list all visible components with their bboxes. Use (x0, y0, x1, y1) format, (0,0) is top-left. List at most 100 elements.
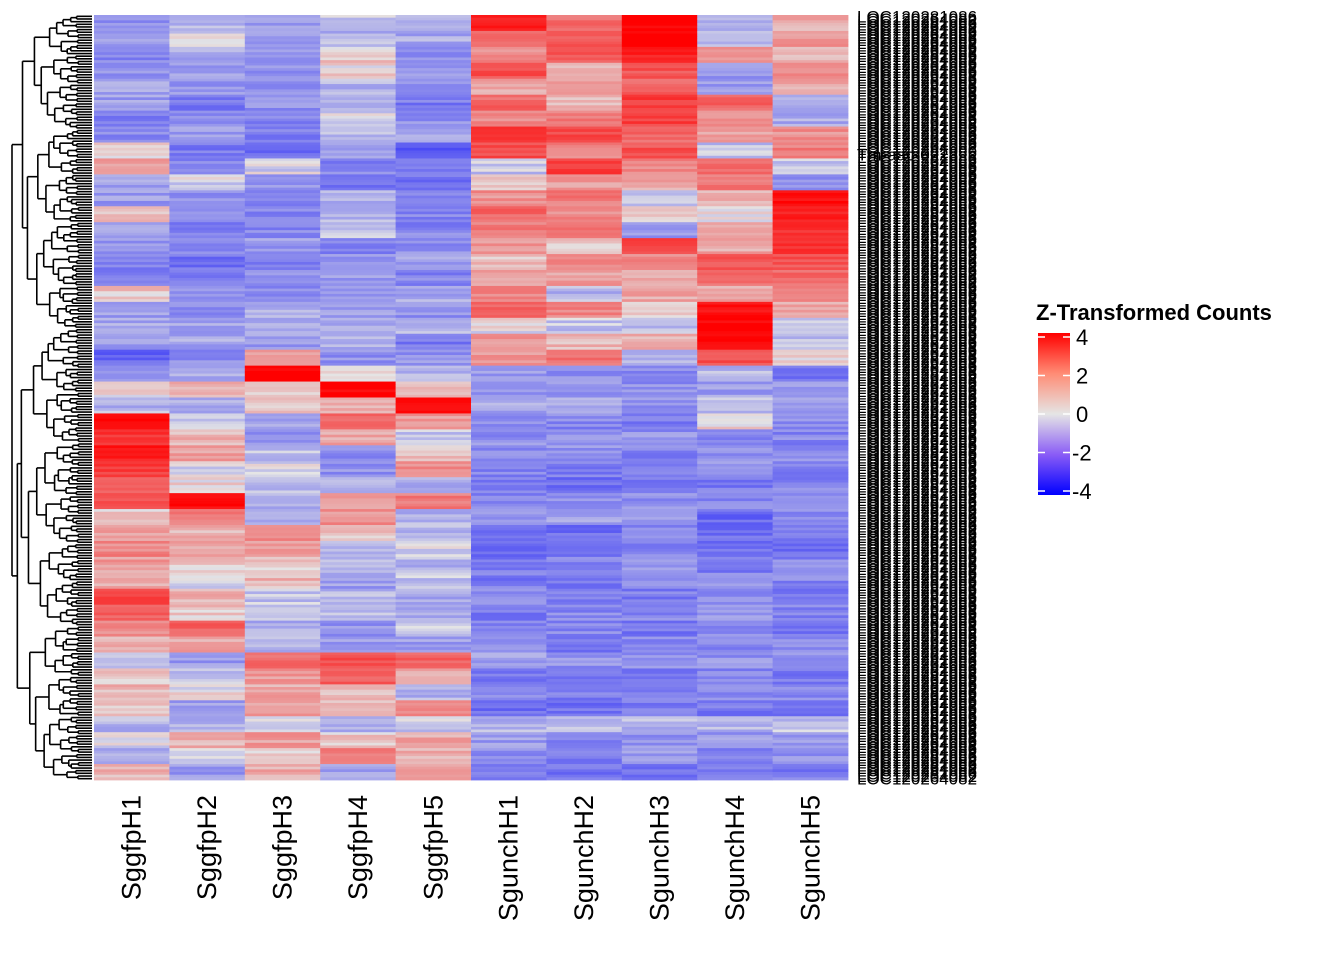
heatmap-cell (697, 689, 773, 693)
heatmap-cell (697, 280, 773, 284)
heatmap-cell (169, 272, 246, 276)
heatmap-cell (621, 270, 698, 274)
heatmap-cell (772, 620, 849, 624)
heatmap-cell (621, 756, 698, 760)
heatmap-cell (621, 543, 698, 547)
heatmap-cell (621, 625, 698, 629)
heatmap-cell (772, 495, 849, 499)
heatmap-cell (697, 777, 773, 781)
heatmap-cell (772, 532, 849, 537)
heatmap-cell (244, 440, 321, 444)
heatmap-cell (621, 599, 698, 603)
heatmap-cell (94, 633, 170, 637)
heatmap-cell (395, 570, 472, 574)
heatmap-cell (169, 52, 246, 56)
heatmap-cell (546, 705, 623, 709)
heatmap-cell (320, 684, 396, 688)
heatmap-cell (244, 36, 321, 40)
heatmap-cell (471, 200, 547, 204)
heatmap-cell (471, 527, 547, 531)
heatmap-cell (546, 453, 623, 457)
heatmap-cell (244, 434, 321, 438)
heatmap-cell (395, 397, 472, 401)
heatmap-cell (772, 700, 849, 704)
heatmap-cell (471, 347, 547, 351)
row-label: LOC120264082 (857, 568, 977, 587)
row-label: LOC120281086 (857, 565, 977, 584)
heatmap-cell (697, 33, 773, 37)
row-label: LOC120281086 (857, 15, 977, 34)
heatmap-cell (395, 76, 472, 80)
heatmap-cell (471, 336, 547, 340)
row-label: LOC120281086 (857, 764, 977, 783)
heatmap-cell (395, 92, 472, 96)
heatmap-cell (621, 580, 698, 584)
heatmap-cell (546, 702, 623, 707)
heatmap-cell (471, 424, 547, 428)
heatmap-cell (471, 211, 547, 215)
heatmap-cell (395, 461, 472, 465)
heatmap-cell (546, 317, 623, 321)
heatmap-cell (772, 583, 849, 587)
heatmap-cell (546, 769, 623, 773)
heatmap-cell (697, 323, 773, 327)
row-label: LOC120264082 (857, 82, 977, 101)
heatmap-cell (697, 477, 773, 481)
heatmap-cell (320, 336, 396, 340)
heatmap-cell (320, 331, 396, 335)
heatmap-cell (546, 150, 623, 154)
heatmap-cell (169, 750, 246, 754)
heatmap-cell (395, 248, 472, 252)
heatmap-cell (94, 333, 170, 337)
heatmap-cell (169, 641, 246, 645)
heatmap-cell (546, 44, 623, 48)
heatmap-cell (697, 70, 773, 74)
heatmap-cell (621, 610, 698, 614)
heatmap-cell (94, 57, 170, 61)
heatmap-cell (320, 548, 396, 552)
heatmap-cell (244, 20, 321, 24)
heatmap-cell (244, 732, 321, 736)
heatmap-cell (772, 665, 849, 669)
heatmap-cell (320, 724, 396, 728)
heatmap-cell (395, 331, 472, 335)
heatmap-cell (697, 538, 773, 542)
heatmap-cell (621, 753, 698, 757)
heatmap-cell (546, 248, 623, 252)
heatmap-cell (395, 161, 472, 165)
heatmap-cell (395, 357, 472, 361)
heatmap-cell (772, 285, 849, 289)
heatmap-cell (169, 113, 246, 117)
row-label: LOC120281086 (857, 292, 977, 311)
heatmap-cell (621, 254, 698, 258)
heatmap-cell (320, 222, 396, 226)
heatmap-cell (621, 208, 698, 212)
heatmap-cell (471, 190, 547, 194)
heatmap-cell (546, 270, 623, 274)
heatmap-cell (244, 596, 321, 600)
row-label: LOC120281086 (857, 310, 977, 329)
heatmap-cell (395, 631, 472, 635)
heatmap-cell (772, 76, 849, 80)
heatmap-cell (244, 70, 321, 74)
heatmap-cell (697, 554, 773, 558)
heatmap-cell (471, 362, 547, 367)
heatmap-cell (94, 246, 170, 250)
heatmap-cell (471, 312, 547, 316)
heatmap-cell (320, 121, 396, 125)
heatmap-cell (244, 323, 321, 327)
heatmap-cell (697, 548, 773, 552)
heatmap-cell (621, 296, 698, 300)
heatmap-cell (546, 185, 623, 189)
heatmap-cell (471, 230, 547, 234)
heatmap-cell (94, 49, 170, 53)
heatmap-cell (169, 540, 246, 544)
heatmap-cell (320, 447, 396, 452)
heatmap-cell (697, 370, 773, 374)
heatmap-cell (471, 649, 547, 653)
heatmap-cell (697, 471, 773, 475)
heatmap-cell (546, 62, 623, 66)
heatmap-cell (244, 392, 321, 396)
heatmap-cell (320, 216, 396, 220)
heatmap-cell (697, 362, 773, 367)
